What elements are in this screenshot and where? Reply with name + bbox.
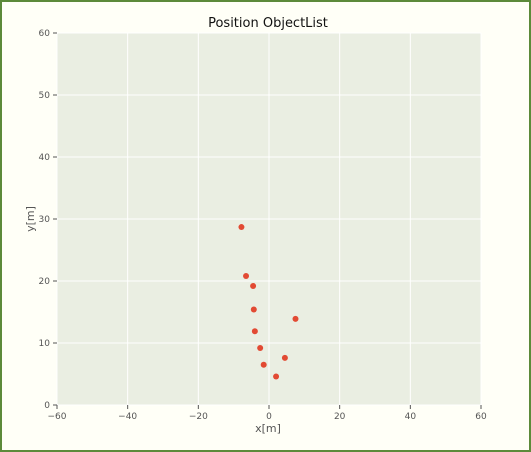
data-point: [250, 306, 257, 313]
y-tick-label: 20: [39, 277, 51, 287]
data-point: [251, 328, 258, 335]
x-tick-label: 60: [475, 412, 487, 422]
x-tick-label: 40: [405, 412, 417, 422]
axis-ticks: −60 −40 −20 0 20 40 60 0 10 20 30 40 50 60: [39, 29, 487, 422]
data-point: [238, 224, 245, 231]
data-point: [292, 315, 299, 322]
x-axis-title: x[m]: [255, 422, 281, 435]
y-tick-label: 10: [39, 339, 51, 349]
x-tick-label: −40: [118, 412, 137, 422]
chart-title: Position ObjectList: [208, 16, 328, 31]
y-tick-label: 60: [39, 29, 51, 39]
y-tick-label: 40: [39, 153, 51, 163]
data-point: [260, 361, 267, 368]
data-point: [281, 354, 288, 361]
data-point: [273, 373, 280, 380]
y-tick-label: 0: [44, 401, 50, 411]
x-tick-label: 20: [334, 412, 346, 422]
x-tick-label: 0: [266, 412, 272, 422]
data-point: [257, 344, 264, 351]
x-tick-label: −60: [48, 412, 67, 422]
x-tick-label: −20: [189, 412, 208, 422]
y-axis-title: y[m]: [24, 206, 37, 232]
data-point: [243, 273, 250, 280]
y-tick-label: 30: [39, 215, 51, 225]
data-points: [238, 224, 299, 380]
data-point: [250, 282, 257, 289]
y-tick-label: 50: [39, 91, 51, 101]
grid-lines: [56, 32, 482, 406]
